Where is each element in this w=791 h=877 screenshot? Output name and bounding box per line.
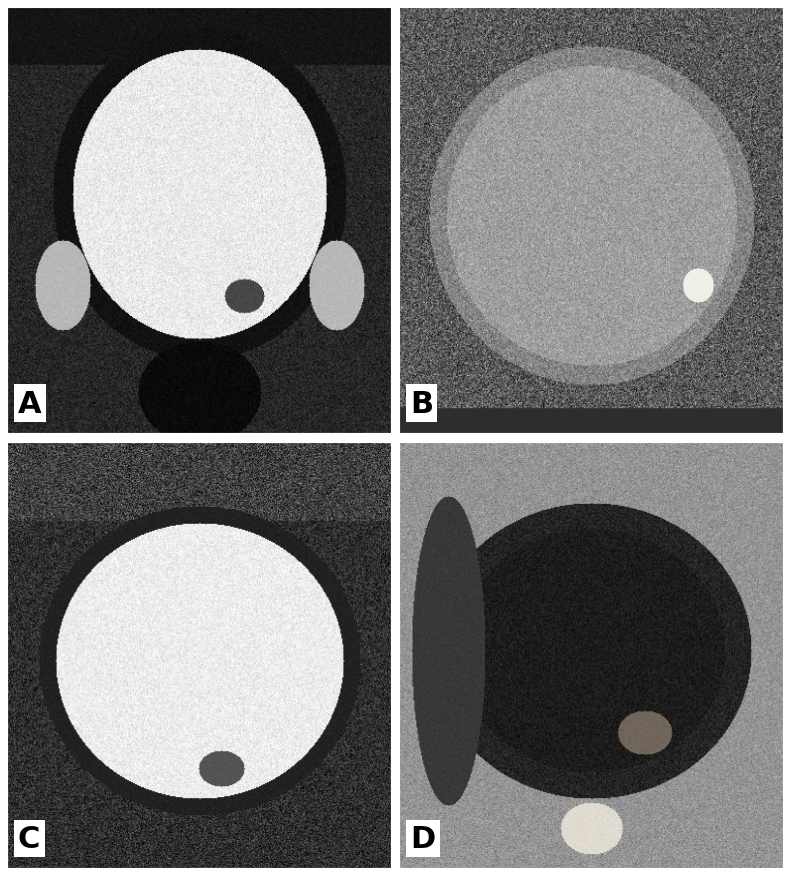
- Text: C: C: [18, 824, 40, 852]
- Text: D: D: [410, 824, 435, 852]
- Text: B: B: [410, 389, 433, 418]
- Text: A: A: [18, 389, 42, 418]
